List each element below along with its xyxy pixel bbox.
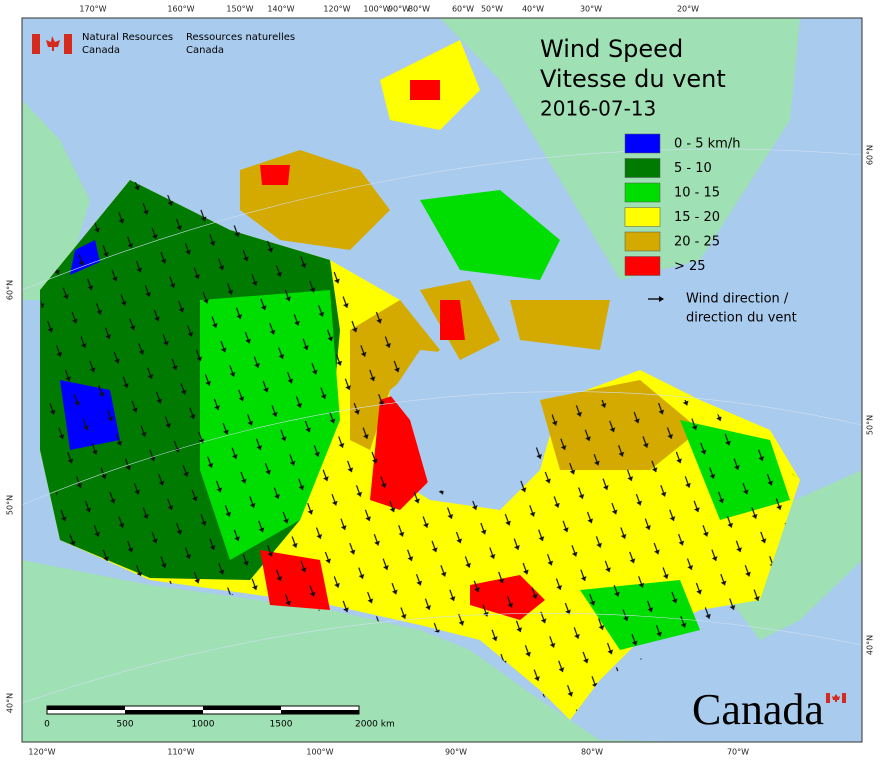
longitude-label: 60°W — [452, 5, 474, 14]
usa-land — [22, 560, 700, 742]
longitude-label: 40°W — [522, 5, 544, 14]
legend-label: direction du vent — [686, 311, 797, 326]
scale-bar: 0 500 1000 1500 2000 km — [44, 705, 395, 730]
wind-arrows — [40, 180, 800, 720]
scale-label: 2000 km — [355, 720, 395, 730]
scale-label: 0 — [44, 720, 50, 730]
atlantic-land — [730, 470, 862, 640]
scale-bar-segment — [281, 710, 359, 714]
graticule-labels: 170°W 160°W 150°W 140°W 120°W 100°W90°W80°W 60… — [6, 5, 875, 757]
graticule-lines — [22, 613, 862, 704]
legend-label: > 25 — [674, 259, 706, 274]
legend-swatch — [624, 133, 661, 154]
legend-label: 15 - 20 — [674, 210, 720, 225]
scale-bar-segment — [203, 706, 281, 710]
title: Vitesse du vent — [540, 65, 726, 93]
longitude-label: 120°W — [28, 748, 55, 757]
longitude-label: 70°W — [727, 748, 749, 757]
longitude-label: 30°W — [580, 5, 602, 14]
longitude-label: 20°W — [677, 5, 699, 14]
greenland — [440, 18, 800, 280]
agency-fr: Canada — [186, 45, 224, 56]
flag-bar — [64, 34, 72, 54]
legend-label: 0 - 5 km/h — [674, 137, 740, 152]
title: Wind Speed — [540, 35, 683, 63]
longitude-label: 80°W — [408, 5, 430, 14]
scale-label: 1000 — [192, 720, 215, 730]
latitude-label: 60°N — [6, 280, 15, 300]
legend-swatch — [624, 256, 661, 276]
legend-swatch — [624, 158, 661, 178]
longitude-label: 100°W — [306, 748, 333, 757]
scale-bar-segment — [47, 706, 125, 710]
latitude-label: 40°N — [6, 693, 15, 713]
longitude-label: 170°W — [79, 5, 106, 14]
legend: 0 - 5 km/h 5 - 10 10 - 15 15 - 20 20 - 25 > 2… — [624, 133, 797, 326]
longitude-label: 80°W — [581, 748, 603, 757]
scale-bar-segment — [125, 710, 203, 714]
scale-label: 500 — [116, 720, 133, 730]
longitude-label: 90°W — [445, 748, 467, 757]
maple-leaf — [832, 694, 840, 702]
baffin-island — [440, 300, 465, 340]
arctic-island — [410, 80, 440, 100]
flag-bar — [842, 693, 846, 703]
legend-swatch — [624, 231, 661, 252]
maple-leaf — [46, 36, 60, 51]
latitude-label: 50°N — [866, 415, 875, 435]
legend-swatch — [624, 182, 661, 203]
legend-label: Wind direction / — [686, 292, 789, 307]
longitude-label: 90°W — [388, 5, 410, 14]
date: 2016-07-13 — [540, 97, 656, 121]
longitude-label: 110°W — [167, 748, 194, 757]
flag-bar — [32, 34, 40, 54]
longitude-label: 50°W — [481, 5, 503, 14]
arctic-island — [420, 190, 560, 280]
latitude-label: 40°N — [866, 635, 875, 655]
map-body — [22, 18, 862, 742]
longitude-label: 150°W — [226, 5, 253, 14]
agency-fr: Ressources naturelles — [186, 32, 295, 43]
longitude-label: 140°W — [267, 5, 294, 14]
graticule-lines — [22, 391, 862, 506]
flag-bar — [826, 693, 830, 703]
graticule-lines — [22, 148, 862, 704]
agency-en: Canada — [82, 45, 120, 56]
baffin-island — [510, 300, 610, 350]
agency-en: Natural Resources — [82, 32, 173, 43]
canada-wordmark: Canada — [692, 685, 846, 734]
wordmark: Canada — [692, 685, 824, 734]
legend-arrow-head — [659, 296, 664, 302]
legend-swatch — [624, 207, 661, 227]
longitude-label: 120°W — [323, 5, 350, 14]
graticule-lines — [22, 148, 862, 291]
agency-signature: Natural Resources Canada Ressources natu… — [32, 32, 295, 56]
longitude-label: 100°W — [363, 5, 390, 14]
legend-label: 5 - 10 — [674, 161, 712, 176]
longitude-label: 160°W — [167, 5, 194, 14]
hudson-bay — [390, 350, 540, 510]
legend-label: 10 - 15 — [674, 186, 720, 201]
arctic-island — [260, 165, 290, 185]
latitude-label: 60°N — [866, 145, 875, 165]
latitude-label: 50°N — [6, 495, 15, 515]
map-border — [21, 17, 863, 743]
scale-label: 1500 — [270, 720, 293, 730]
legend-label: 20 - 25 — [674, 235, 720, 250]
